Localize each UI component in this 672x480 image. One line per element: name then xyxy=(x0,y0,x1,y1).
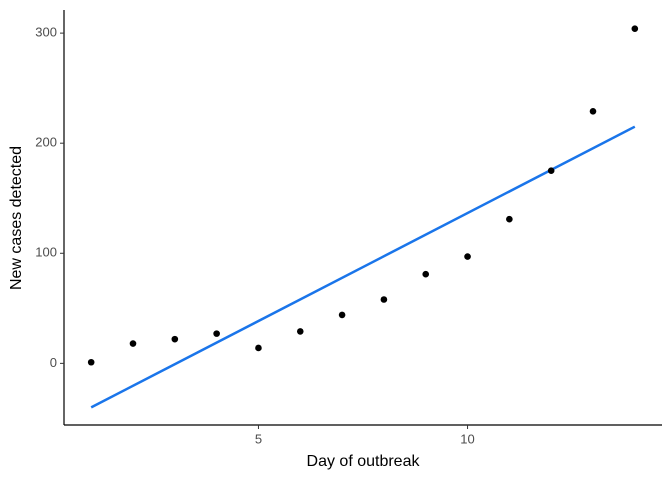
point xyxy=(338,311,346,319)
point xyxy=(589,107,597,115)
point xyxy=(255,344,262,352)
x-tick-label: 5 xyxy=(255,431,262,446)
point xyxy=(506,215,513,223)
y-tick-label: 200 xyxy=(35,135,57,150)
point xyxy=(631,25,639,33)
y-tick-label: 100 xyxy=(35,245,57,260)
y-tick-label: 0 xyxy=(50,355,57,370)
point xyxy=(171,335,179,343)
point xyxy=(213,330,220,337)
point xyxy=(422,270,430,278)
point xyxy=(380,296,388,303)
trend-line xyxy=(90,125,636,409)
point xyxy=(87,358,95,366)
x-axis-label: Day of outbreak xyxy=(307,453,421,470)
y-axis-label: New cases detected xyxy=(8,146,25,290)
point xyxy=(464,253,471,260)
x-tick-label: 10 xyxy=(460,431,474,446)
point xyxy=(547,167,555,175)
y-tick-label: 300 xyxy=(35,25,57,40)
point xyxy=(296,328,304,335)
point xyxy=(129,340,137,347)
